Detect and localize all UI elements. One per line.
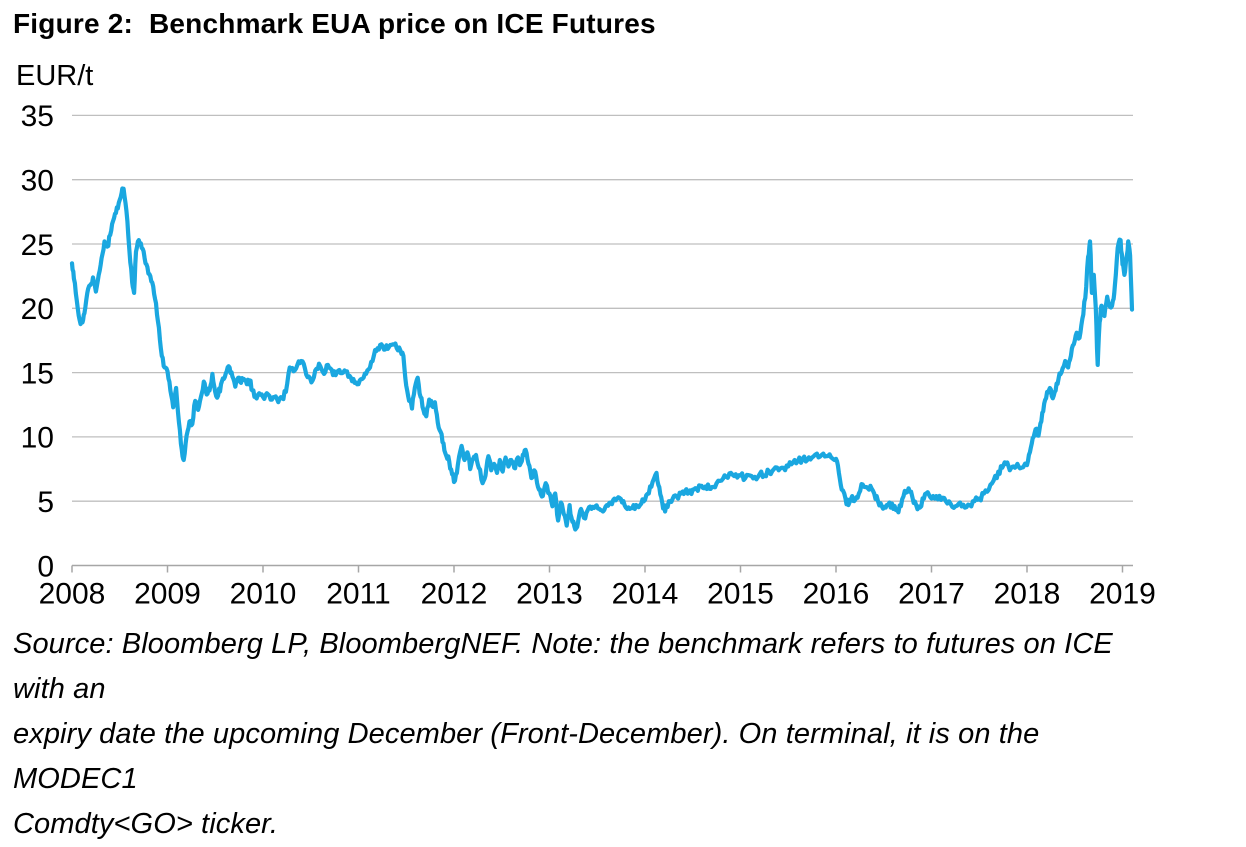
x-tick-label: 2014 bbox=[612, 578, 679, 611]
price-line bbox=[69, 186, 1135, 532]
x-tick-label: 2018 bbox=[994, 578, 1061, 611]
x-tick-label: 2012 bbox=[421, 578, 488, 611]
caption-line: expiry date the upcoming December (Front… bbox=[13, 718, 1040, 795]
y-tick-label: 30 bbox=[21, 165, 54, 198]
y-tick-label: 5 bbox=[37, 486, 54, 519]
x-tick-label: 2011 bbox=[326, 578, 391, 611]
y-axis-unit-label: EUR/t bbox=[16, 60, 94, 92]
y-tick-label: 35 bbox=[21, 100, 54, 133]
y-tick-label: 20 bbox=[21, 293, 54, 326]
x-tick-label: 2010 bbox=[230, 578, 297, 611]
caption-line: Comdty<GO> ticker. bbox=[13, 808, 279, 840]
x-tick-label: 2013 bbox=[516, 578, 583, 611]
x-tick-label: 2017 bbox=[898, 578, 965, 611]
y-tick-label: 10 bbox=[21, 422, 54, 455]
x-tick-label: 2009 bbox=[134, 578, 201, 611]
y-tick-label: 25 bbox=[21, 229, 54, 262]
x-tick-label: 2015 bbox=[707, 578, 774, 611]
page: { "figure": { "title": "Figure 2: Benchm… bbox=[13, 8, 1156, 840]
caption-line: Source: Bloomberg LP, BloombergNEF. Note… bbox=[13, 628, 1113, 705]
y-tick-label: 15 bbox=[21, 357, 54, 390]
figure-caption: Source: Bloomberg LP, BloombergNEF. Note… bbox=[13, 622, 1133, 847]
y-tick-label: 0 bbox=[37, 550, 54, 583]
x-tick-label: 2016 bbox=[803, 578, 870, 611]
x-tick-label: 2008 bbox=[39, 578, 106, 611]
figure-title: Figure 2: Benchmark EUA price on ICE Fut… bbox=[13, 8, 656, 39]
x-tick-label: 2019 bbox=[1089, 578, 1156, 611]
chart-canvas: 0 5 10 15 20 25 30 35 2008 2009 2010 2011 2012 2013 20… bbox=[21, 100, 1156, 611]
